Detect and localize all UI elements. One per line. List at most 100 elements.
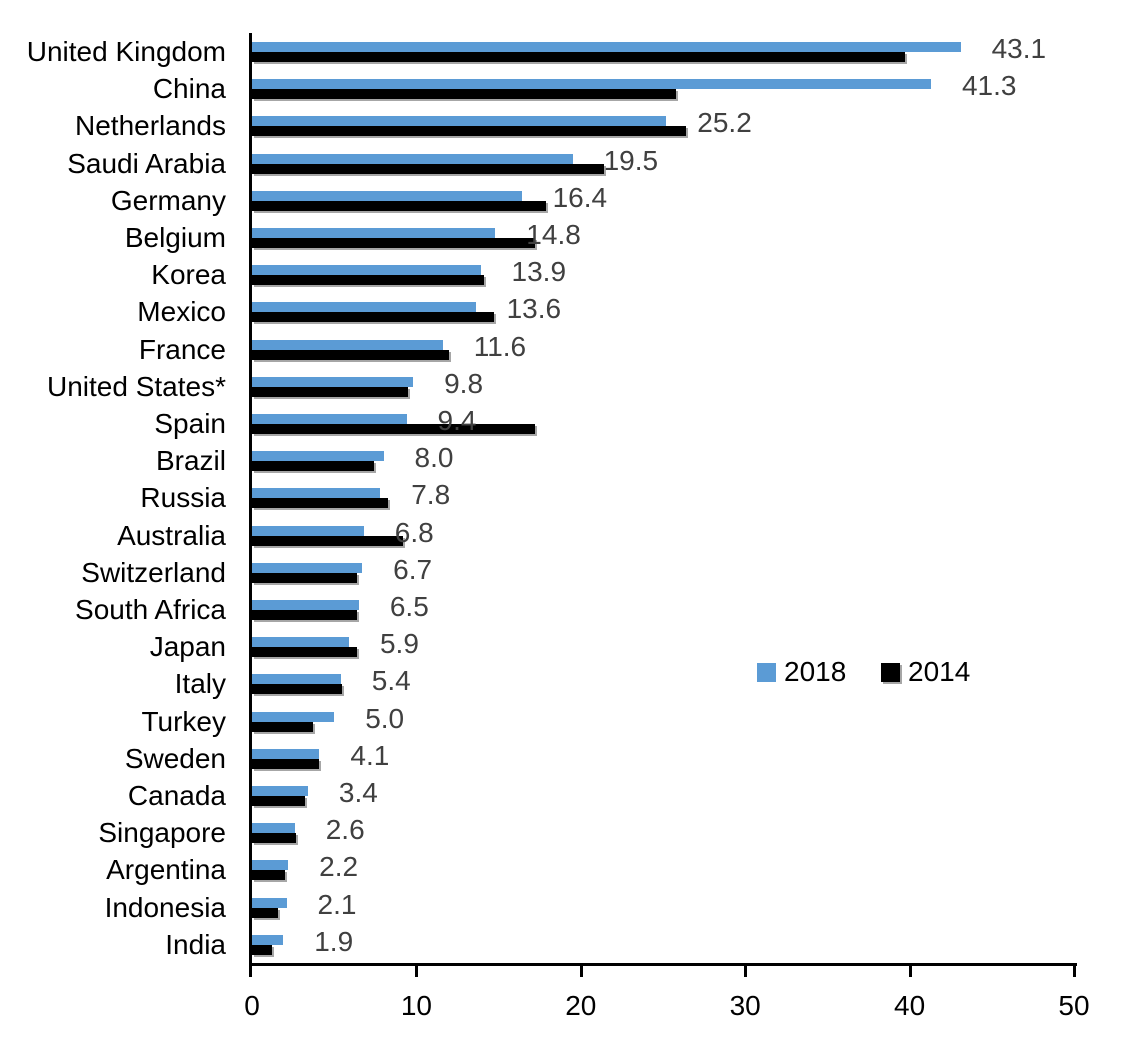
value-label: 8.0 [414,442,454,474]
bar-2018 [252,934,284,945]
category-label: Korea [151,259,226,291]
bar-2014 [252,126,687,137]
value-label: 5.9 [379,628,419,660]
bar-2014 [252,572,358,583]
category-label: Italy [174,668,226,700]
bar-2014 [252,238,535,248]
bar-2018 [252,265,481,276]
value-label: 5.4 [371,665,411,697]
bar-2014 [252,498,389,509]
bar-2014 [252,870,285,881]
category-label: Mexico [137,296,226,328]
value-label: 9.8 [444,367,484,399]
bar-2014 [252,944,272,955]
bar-2018 [252,153,573,164]
bar-2014 [252,89,677,100]
category-label: Turkey [141,705,226,737]
legend-swatch-2018 [757,662,776,682]
bar-2014 [252,647,358,658]
bar-2014 [252,275,484,286]
bar-2018 [252,488,381,499]
x-axis-tick [249,963,252,977]
category-label: India [165,928,226,960]
category-label: Netherlands [75,110,226,142]
bar-2018 [252,302,476,313]
bar-2014 [252,461,374,472]
value-label: 6.7 [393,553,433,585]
category-label: Russia [140,482,226,514]
y-axis-line [249,33,252,966]
x-axis-tick-label: 50 [1058,990,1090,1021]
bar-2018 [252,674,341,685]
x-axis-tick [415,963,419,977]
bar-2014 [252,52,905,62]
value-label: 9.4 [437,405,477,436]
category-label: Argentina [106,854,226,886]
legend-swatch-2014 [881,662,900,682]
value-label: 7.8 [411,479,451,511]
bar-2018 [252,562,363,573]
bar-2014 [252,610,358,620]
bar-2018 [252,600,359,610]
value-label: 2.6 [325,814,365,846]
bar-2018 [252,79,931,90]
value-label: 6.8 [394,516,434,548]
category-label: China [152,73,226,105]
category-label: Saudi Arabia [67,147,226,179]
value-label: 13.6 [506,293,562,325]
bar-2014 [252,833,297,844]
value-label: 1.9 [314,925,354,957]
bar-2018 [252,451,384,462]
value-label: 6.5 [389,591,429,622]
bar-2018 [252,190,522,201]
x-axis-tick [744,963,748,977]
bar-2018 [252,228,496,238]
bar-2018 [252,376,414,387]
value-label: 16.4 [552,181,608,213]
legend-label: 2018 [784,656,847,687]
category-label: South Africa [75,594,226,625]
bar-2018 [252,525,364,536]
category-label: Sweden [124,742,226,774]
x-axis-tick-label: 30 [729,990,761,1021]
bar-2014 [252,163,604,174]
bar-2014 [252,758,320,769]
bar-2014 [252,386,409,397]
value-label: 4.1 [350,739,390,771]
bar-2018 [252,637,349,648]
bar-2018 [252,42,961,52]
bar-2014 [252,721,313,732]
x-axis-tick-label: 40 [894,990,926,1021]
x-axis-tick [579,963,583,977]
bar-2014 [252,796,305,806]
bar-2018 [252,339,443,350]
bar-2014 [252,535,404,546]
value-label: 11.6 [473,330,527,362]
bar-2018 [252,786,308,796]
bar-2018 [252,116,667,127]
category-label: Indonesia [104,891,226,923]
category-label: Canada [127,780,226,811]
value-label: 2.1 [317,888,357,920]
category-label: Australia [117,519,226,551]
category-label: Germany [110,184,226,216]
x-axis-tick-label: 0 [244,990,260,1021]
category-label: United States* [47,370,226,402]
category-label: Singapore [98,817,226,849]
bar-2018 [252,860,289,871]
value-label: 3.4 [338,777,378,808]
value-label: 41.3 [961,70,1017,102]
bar-2018 [252,897,287,908]
value-label: 19.5 [603,144,659,176]
bar-2018 [252,823,295,834]
value-label: 2.2 [319,851,359,883]
bar-2018 [252,711,335,722]
bar-2018 [252,748,320,759]
value-label: 5.0 [365,702,405,734]
bar-2014 [252,312,494,323]
category-label: Belgium [124,222,226,253]
legend-label: 2014 [908,656,971,687]
legend-item-2014: 2014 [881,656,971,687]
x-axis-line [249,963,1077,966]
